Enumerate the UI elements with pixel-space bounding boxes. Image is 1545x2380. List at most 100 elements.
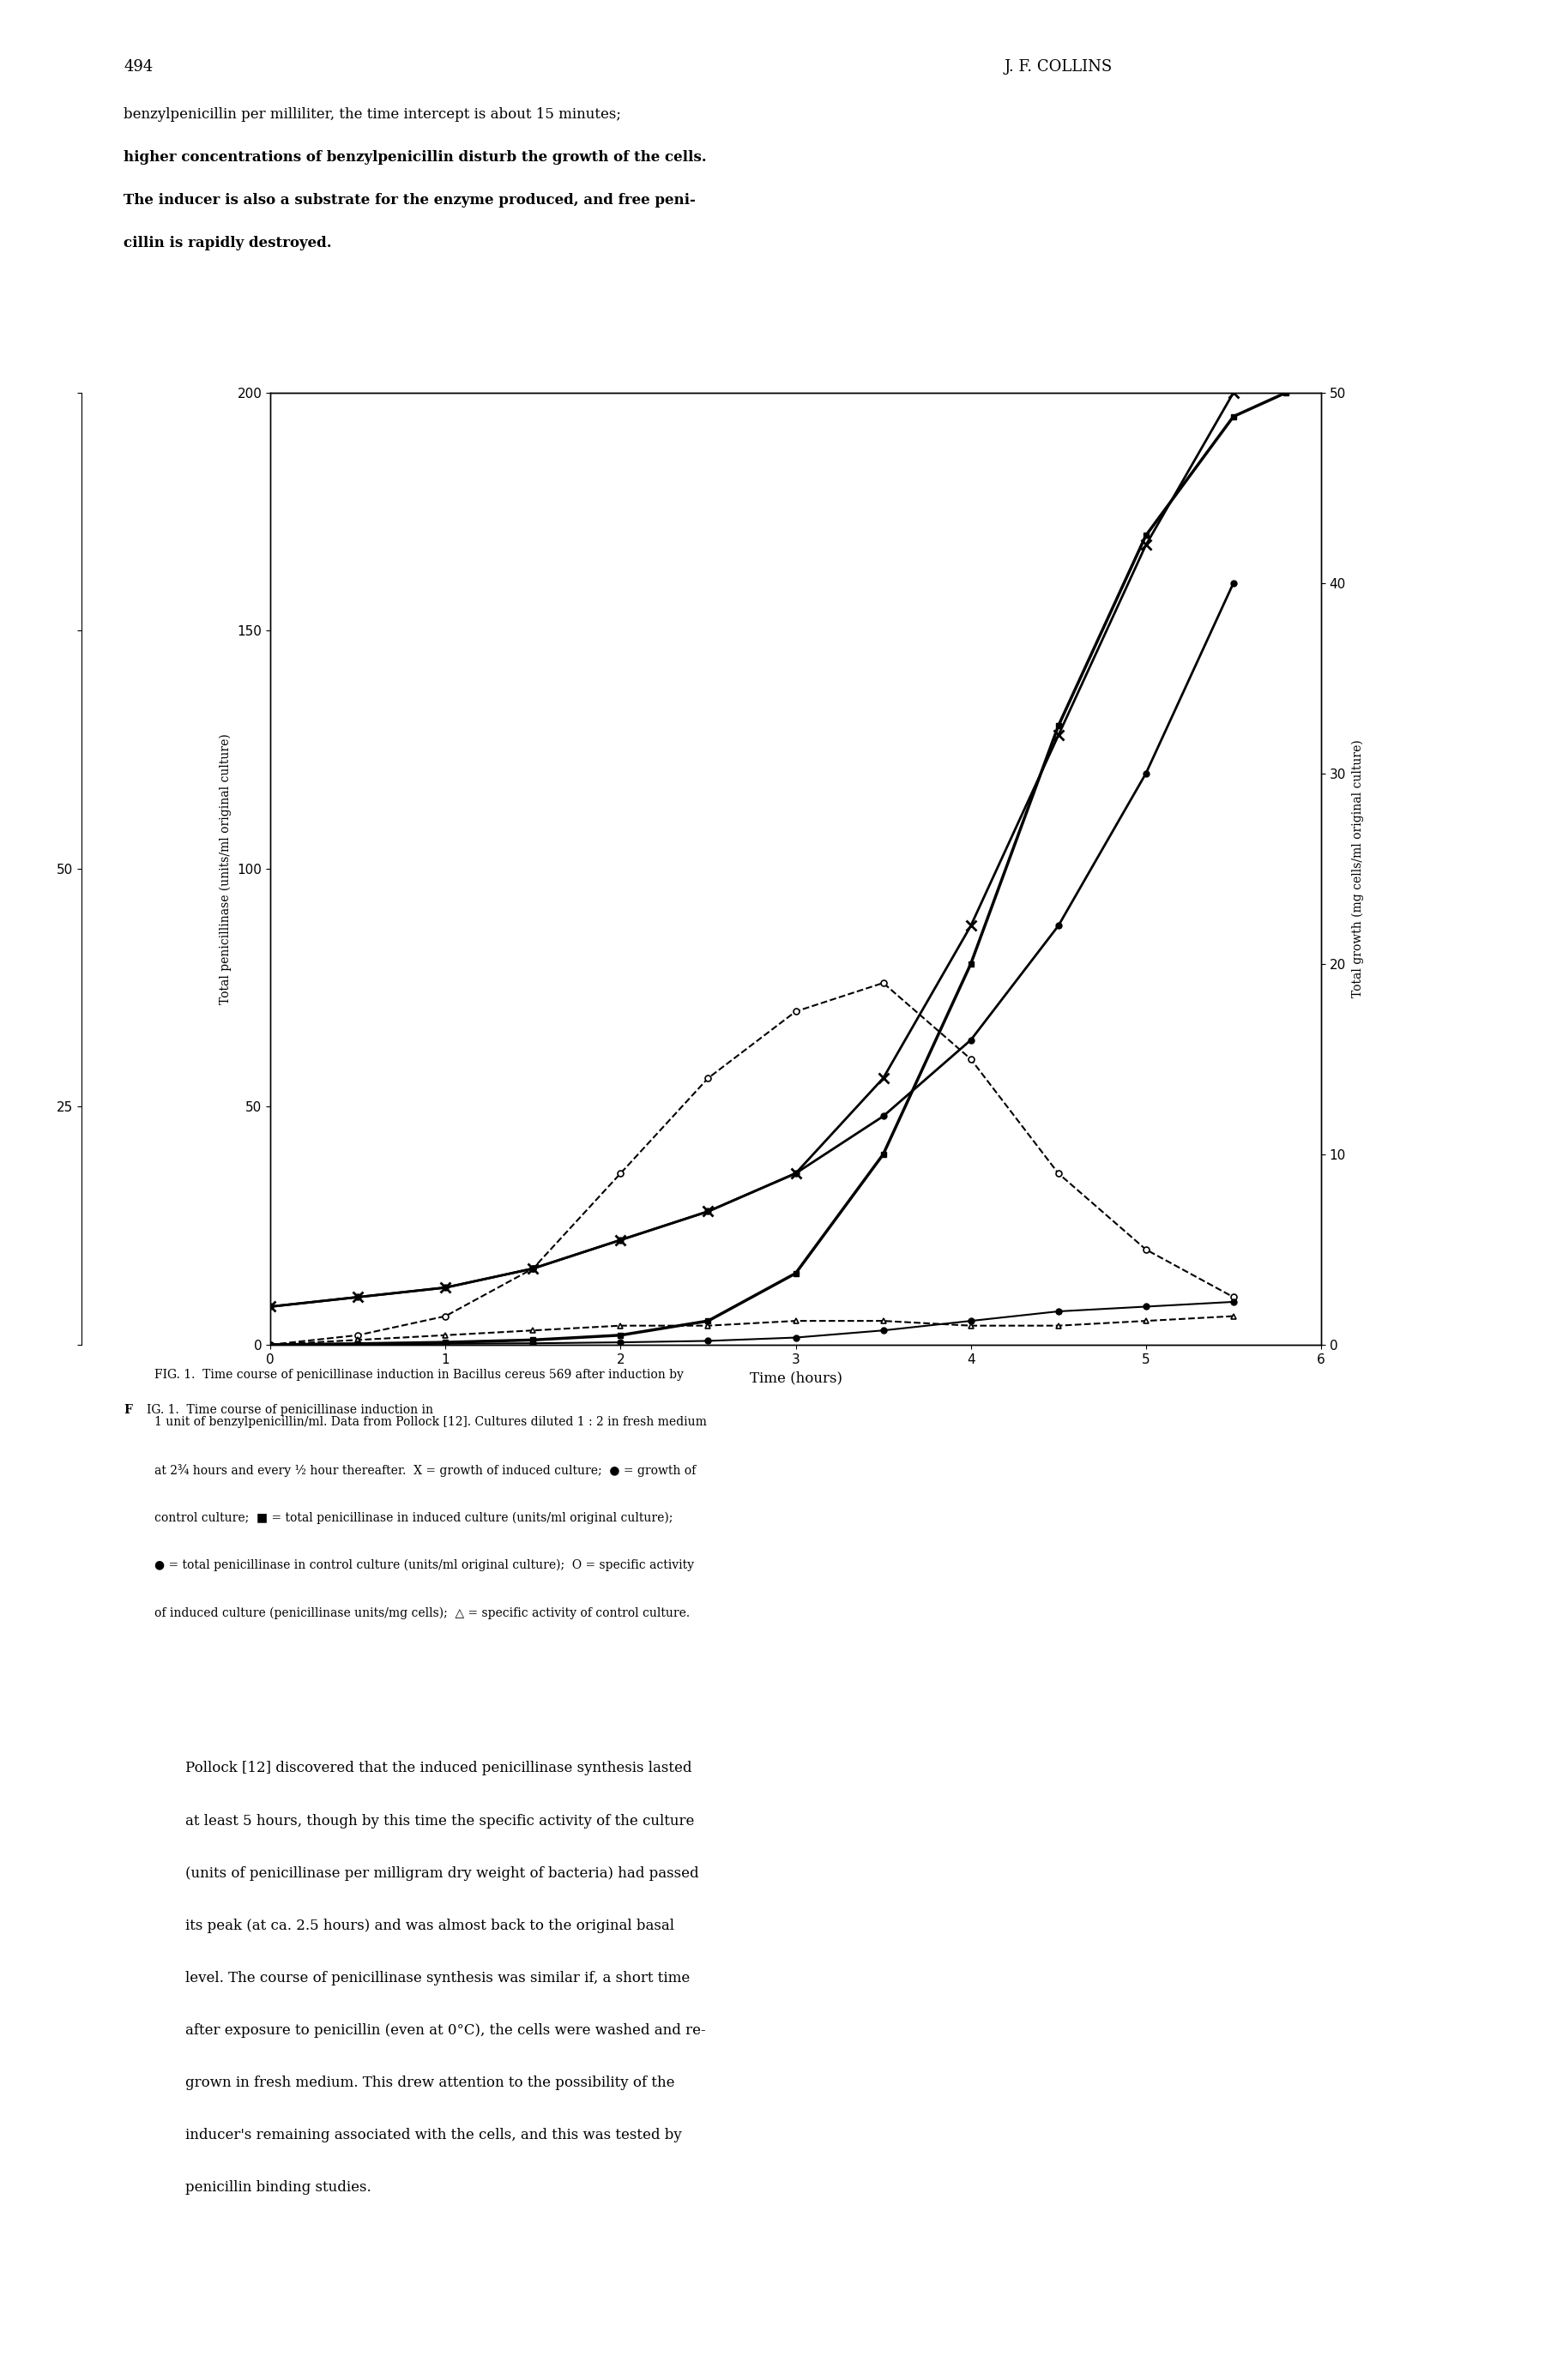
- O induced specific activity: [1224, 1283, 1242, 1311]
- Text: Pollock [12] discovered that the induced penicillinase synthesis lasted: Pollock [12] discovered that the induced…: [185, 1761, 692, 1775]
- X induced growth: [261, 1292, 280, 1321]
- circle penicillinase control: [261, 1330, 280, 1359]
- X induced growth: [1137, 531, 1156, 559]
- triangle control specific activity: [698, 1311, 717, 1340]
- dot control growth: [698, 1197, 717, 1226]
- Text: control culture;  ■ = total penicillinase in induced culture (units/ml original : control culture; ■ = total penicillinase…: [155, 1511, 674, 1523]
- X induced growth: [1224, 378, 1242, 407]
- circle penicillinase control: [1137, 1292, 1156, 1321]
- O induced specific activity: [786, 997, 805, 1026]
- square penicillinase induced: [1224, 402, 1242, 431]
- Text: J. F. COLLINS: J. F. COLLINS: [1004, 60, 1112, 74]
- Text: at least 5 hours, though by this time the specific activity of the culture: at least 5 hours, though by this time th…: [185, 1814, 694, 1828]
- Line: square penicillinase induced: square penicillinase induced: [267, 390, 1289, 1347]
- square penicillinase induced: [349, 1330, 368, 1359]
- Text: The inducer is also a substrate for the enzyme produced, and free peni-: The inducer is also a substrate for the …: [124, 193, 695, 207]
- X induced growth: [349, 1283, 368, 1311]
- X induced growth: [524, 1254, 542, 1283]
- O induced specific activity: [612, 1159, 630, 1188]
- X induced growth: [874, 1064, 893, 1092]
- square penicillinase induced: [1049, 712, 1068, 740]
- triangle control specific activity: [524, 1316, 542, 1345]
- Text: level. The course of penicillinase synthesis was similar if, a short time: level. The course of penicillinase synth…: [185, 1971, 691, 1985]
- triangle control specific activity: [961, 1311, 980, 1340]
- circle penicillinase control: [961, 1307, 980, 1335]
- O induced specific activity: [698, 1064, 717, 1092]
- Y-axis label: Total growth (mg cells/ml original culture): Total growth (mg cells/ml original cultu…: [1352, 740, 1364, 997]
- O induced specific activity: [524, 1254, 542, 1283]
- dot control growth: [1049, 912, 1068, 940]
- square penicillinase induced: [612, 1321, 630, 1349]
- triangle control specific activity: [612, 1311, 630, 1340]
- O induced specific activity: [436, 1302, 454, 1330]
- Line: O induced specific activity: O induced specific activity: [267, 981, 1236, 1347]
- dot control growth: [1137, 759, 1156, 788]
- square penicillinase induced: [1276, 378, 1295, 407]
- square penicillinase induced: [786, 1259, 805, 1288]
- dot control growth: [1224, 569, 1242, 597]
- X-axis label: Time (hours): Time (hours): [749, 1371, 842, 1385]
- Text: penicillin binding studies.: penicillin binding studies.: [185, 2180, 371, 2194]
- circle penicillinase control: [698, 1326, 717, 1354]
- square penicillinase induced: [698, 1307, 717, 1335]
- O induced specific activity: [874, 969, 893, 997]
- Text: IG. 1.  Time course of penicillinase induction in: IG. 1. Time course of penicillinase indu…: [147, 1404, 437, 1416]
- Text: 1 unit of benzylpenicillin/ml. Data from Pollock [12]. Cultures diluted 1 : 2 in: 1 unit of benzylpenicillin/ml. Data from…: [155, 1416, 708, 1428]
- circle penicillinase control: [786, 1323, 805, 1352]
- square penicillinase induced: [874, 1140, 893, 1169]
- triangle control specific activity: [1224, 1302, 1242, 1330]
- dot control growth: [349, 1283, 368, 1311]
- dot control growth: [874, 1102, 893, 1130]
- X induced growth: [1276, 340, 1295, 369]
- Text: inducer's remaining associated with the cells, and this was tested by: inducer's remaining associated with the …: [185, 2128, 681, 2142]
- triangle control specific activity: [874, 1307, 893, 1335]
- dot control growth: [261, 1292, 280, 1321]
- O induced specific activity: [1137, 1235, 1156, 1264]
- X induced growth: [786, 1159, 805, 1188]
- Line: X induced growth: X induced growth: [266, 350, 1290, 1311]
- dot control growth: [436, 1273, 454, 1302]
- square penicillinase induced: [961, 950, 980, 978]
- X induced growth: [1049, 721, 1068, 750]
- O induced specific activity: [1049, 1159, 1068, 1188]
- square penicillinase induced: [524, 1326, 542, 1354]
- O induced specific activity: [961, 1045, 980, 1073]
- Text: F: F: [124, 1404, 131, 1416]
- Line: dot control growth: dot control growth: [267, 581, 1236, 1309]
- circle penicillinase control: [1049, 1297, 1068, 1326]
- Text: at 2¾ hours and every ½ hour thereafter.  X = growth of induced culture;  ● = gr: at 2¾ hours and every ½ hour thereafter.…: [155, 1464, 695, 1476]
- Text: cillin is rapidly destroyed.: cillin is rapidly destroyed.: [124, 236, 332, 250]
- dot control growth: [786, 1159, 805, 1188]
- X induced growth: [961, 912, 980, 940]
- Text: 494: 494: [124, 60, 153, 74]
- Text: higher concentrations of benzylpenicillin disturb the growth of the cells.: higher concentrations of benzylpenicilli…: [124, 150, 706, 164]
- Text: its peak (at ca. 2.5 hours) and was almost back to the original basal: its peak (at ca. 2.5 hours) and was almo…: [185, 1918, 674, 1933]
- dot control growth: [612, 1226, 630, 1254]
- dot control growth: [524, 1254, 542, 1283]
- O induced specific activity: [261, 1330, 280, 1359]
- Line: circle penicillinase control: circle penicillinase control: [267, 1299, 1236, 1347]
- square penicillinase induced: [436, 1328, 454, 1357]
- Text: FIG. 1.  Time course of penicillinase induction in Bacillus cereus 569 after ind: FIG. 1. Time course of penicillinase ind…: [155, 1368, 684, 1380]
- triangle control specific activity: [349, 1326, 368, 1354]
- Text: grown in fresh medium. This drew attention to the possibility of the: grown in fresh medium. This drew attenti…: [185, 2075, 675, 2090]
- circle penicillinase control: [612, 1328, 630, 1357]
- triangle control specific activity: [1049, 1311, 1068, 1340]
- triangle control specific activity: [261, 1330, 280, 1359]
- triangle control specific activity: [1137, 1307, 1156, 1335]
- Text: of induced culture (penicillinase units/mg cells);  △ = specific activity of con: of induced culture (penicillinase units/…: [155, 1607, 691, 1618]
- Text: (units of penicillinase per milligram dry weight of bacteria) had passed: (units of penicillinase per milligram dr…: [185, 1866, 698, 1880]
- circle penicillinase control: [524, 1328, 542, 1357]
- Text: after exposure to penicillin (even at 0°C), the cells were washed and re-: after exposure to penicillin (even at 0°…: [185, 2023, 706, 2037]
- circle penicillinase control: [436, 1330, 454, 1359]
- X induced growth: [698, 1197, 717, 1226]
- X induced growth: [436, 1273, 454, 1302]
- circle penicillinase control: [349, 1330, 368, 1359]
- triangle control specific activity: [786, 1307, 805, 1335]
- Text: benzylpenicillin per milliliter, the time intercept is about 15 minutes;: benzylpenicillin per milliliter, the tim…: [124, 107, 621, 121]
- circle penicillinase control: [1224, 1288, 1242, 1316]
- dot control growth: [961, 1026, 980, 1054]
- circle penicillinase control: [874, 1316, 893, 1345]
- Line: triangle control specific activity: triangle control specific activity: [267, 1314, 1236, 1347]
- Y-axis label: Total penicillinase (units/ml original culture): Total penicillinase (units/ml original c…: [219, 733, 232, 1004]
